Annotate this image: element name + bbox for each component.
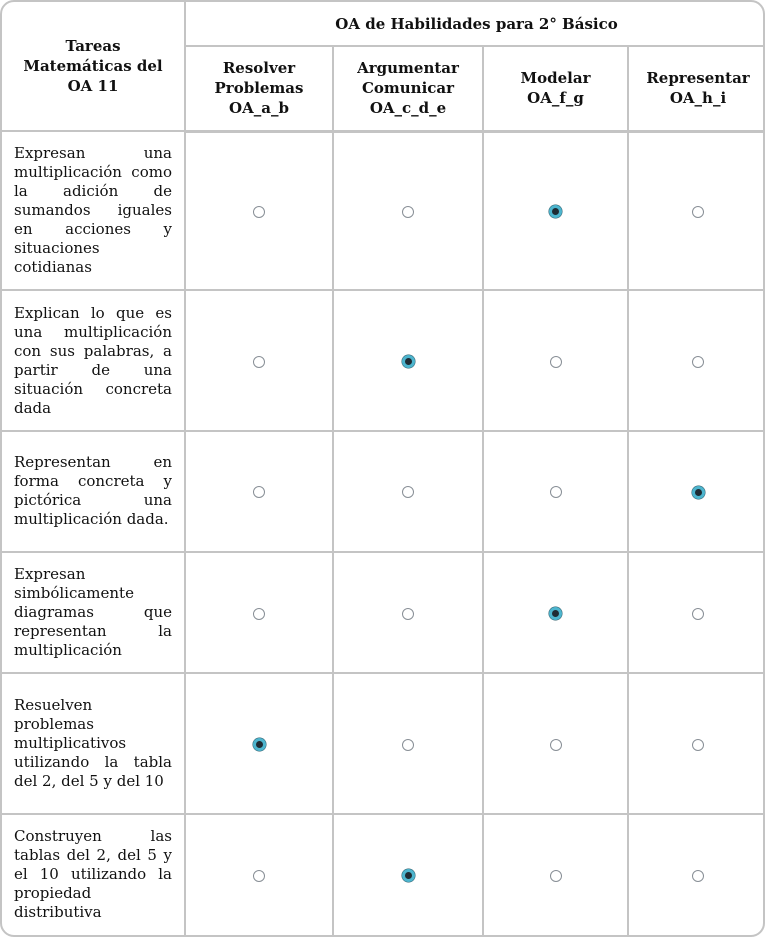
option-cell[interactable] — [184, 289, 334, 432]
column-header-modelar: Modelar OA_f_g — [482, 45, 629, 133]
option-cell[interactable] — [482, 289, 629, 432]
table-row: Expresan una multiplicación como la adic… — [2, 129, 763, 292]
column-header-argumentar: Argumentar Comunicar OA_c_d_e — [332, 45, 484, 133]
radio-button[interactable] — [402, 486, 414, 499]
radio-button[interactable] — [253, 607, 265, 620]
radio-button[interactable] — [692, 738, 704, 751]
table-row: Explican lo que es una multiplicación co… — [2, 289, 763, 432]
column-header-resolver: Resolver Problemas OA_a_b — [185, 45, 334, 133]
table-row: Resuelven problemas multiplicativos util… — [2, 672, 763, 815]
option-cell[interactable] — [332, 551, 484, 675]
radio-button[interactable] — [253, 205, 265, 218]
radio-button-selected[interactable] — [549, 205, 562, 219]
table-row: Expresan simbólicamente diagramas que re… — [2, 551, 763, 675]
option-cell[interactable] — [184, 812, 334, 935]
radio-button[interactable] — [692, 869, 704, 882]
radio-button[interactable] — [253, 355, 265, 368]
task-cell: Explican lo que es una multiplicación co… — [2, 289, 186, 432]
task-cell: Representan en forma concreta y pictóric… — [2, 429, 186, 554]
radio-button[interactable] — [549, 869, 562, 882]
option-cell[interactable] — [332, 289, 484, 432]
radio-button-selected[interactable] — [691, 485, 705, 499]
option-cell[interactable] — [482, 429, 629, 554]
option-cell[interactable] — [332, 429, 484, 554]
task-cell: Resuelven problemas multiplicativos util… — [2, 672, 186, 815]
option-cell[interactable] — [184, 429, 334, 554]
radio-button[interactable] — [549, 738, 562, 751]
option-cell[interactable] — [626, 672, 763, 815]
task-cell: Construyen las tablas del 2, del 5 y el … — [2, 812, 186, 935]
option-cell[interactable] — [184, 129, 334, 292]
radio-button[interactable] — [692, 355, 704, 368]
option-cell[interactable] — [332, 812, 484, 935]
option-cell[interactable] — [626, 551, 763, 675]
option-cell[interactable] — [626, 289, 763, 432]
table-row: Representan en forma concreta y pictóric… — [2, 429, 763, 554]
task-cell: Expresan simbólicamente diagramas que re… — [2, 551, 186, 675]
option-cell[interactable] — [482, 812, 629, 935]
radio-button[interactable] — [402, 205, 414, 218]
option-cell[interactable] — [482, 551, 629, 675]
option-cell[interactable] — [626, 129, 763, 292]
radio-button[interactable] — [253, 486, 265, 499]
option-cell[interactable] — [332, 672, 484, 815]
radio-button[interactable] — [253, 869, 265, 882]
option-cell[interactable] — [626, 812, 763, 935]
radio-button[interactable] — [549, 486, 562, 499]
radio-button[interactable] — [549, 355, 562, 368]
task-cell: Expresan una multiplicación como la adic… — [2, 129, 186, 292]
radio-button[interactable] — [402, 607, 414, 620]
radio-button-selected[interactable] — [401, 355, 415, 369]
header-row-columns: Resolver Problemas OA_a_b Argumentar Com… — [2, 45, 763, 133]
radio-button-selected[interactable] — [549, 607, 562, 621]
option-cell[interactable] — [482, 129, 629, 292]
option-cell[interactable] — [626, 429, 763, 554]
radio-button-selected[interactable] — [401, 869, 415, 883]
option-cell[interactable] — [184, 672, 334, 815]
option-cell[interactable] — [332, 129, 484, 292]
radio-button-selected[interactable] — [252, 738, 266, 751]
table-row: Construyen las tablas del 2, del 5 y el … — [2, 812, 763, 935]
header-row-group: Tareas Matemáticas del OA 11 OA de Habil… — [2, 2, 763, 132]
group-header: OA de Habilidades para 2° Básico — [183, 2, 763, 47]
column-header-representar: Representar OA_h_i — [626, 45, 763, 133]
corner-header: Tareas Matemáticas del OA 11 — [2, 2, 186, 132]
radio-button[interactable] — [402, 738, 414, 751]
option-cell[interactable] — [184, 551, 334, 675]
radio-button[interactable] — [692, 205, 704, 218]
radio-button[interactable] — [692, 607, 704, 620]
option-cell[interactable] — [482, 672, 629, 815]
